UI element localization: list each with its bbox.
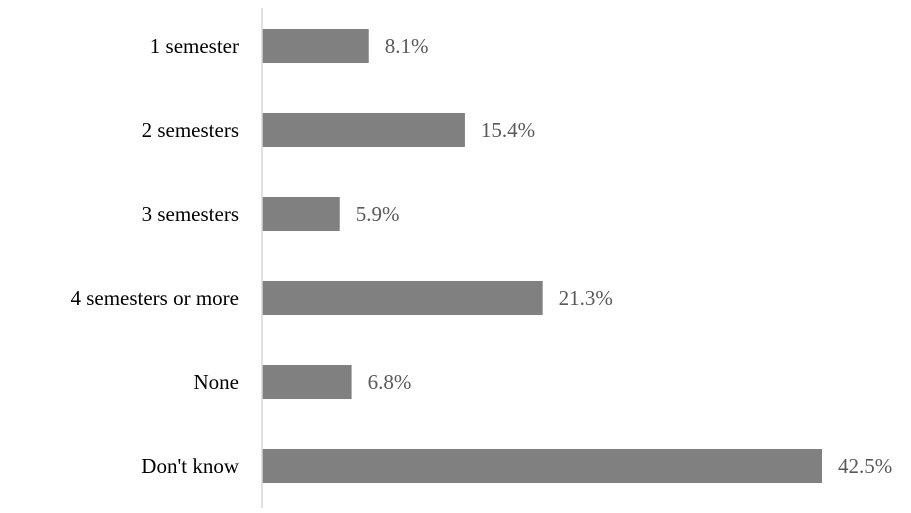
bar [262,365,352,399]
bar [262,197,340,231]
bar [262,449,822,483]
bar [262,281,543,315]
category-label: None [194,370,240,394]
labels-layer: 1 semester 8.1% 2 semesters 15.4% 3 semester… [70,34,892,478]
data-label: 15.4% [481,118,535,142]
data-label: 5.9% [356,202,400,226]
bar [262,113,465,147]
bar [262,29,369,63]
data-label: 6.8% [368,370,412,394]
data-label: 42.5% [838,454,892,478]
category-label: 4 semesters or more [70,286,239,310]
data-label: 8.1% [385,34,429,58]
category-label: Don't know [141,454,240,478]
category-label: 1 semester [150,34,239,58]
category-label: 2 semesters [142,118,239,142]
category-label: 3 semesters [142,202,239,226]
bars-layer [262,29,822,483]
data-label: 21.3% [559,286,613,310]
